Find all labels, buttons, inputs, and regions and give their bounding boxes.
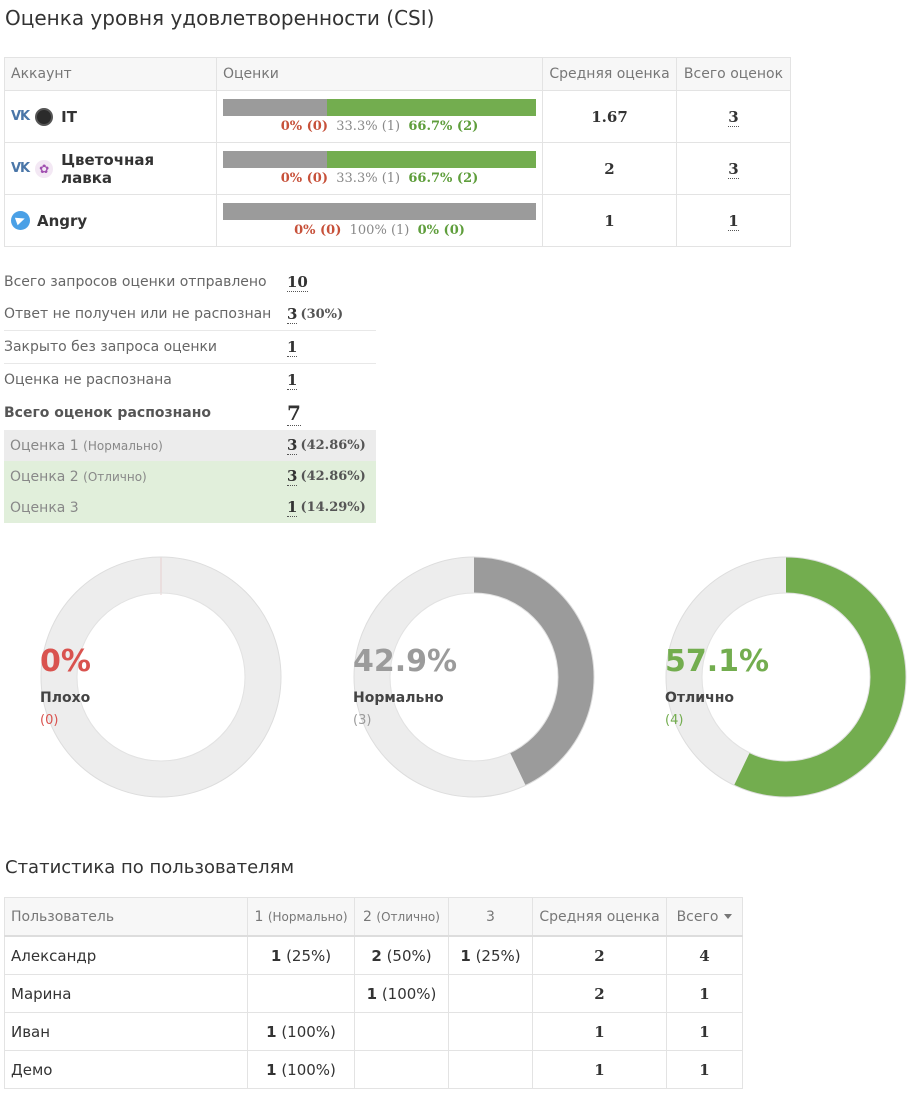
bar-label-bad: 0% (0)	[294, 223, 342, 238]
account-name[interactable]: IT	[61, 107, 77, 126]
users-table: Пользователь 1 (Нормально) 2 (Отлично) 3…	[4, 897, 743, 1089]
bar-segment-good	[327, 151, 536, 168]
header-grade-3: 3	[448, 897, 533, 937]
stats-summary: Всего запросов оценки отправлено 10 Отве…	[4, 266, 376, 523]
dark-circle-avatar-icon	[35, 107, 54, 126]
rating-bar	[223, 151, 536, 168]
total-link[interactable]: 3	[728, 159, 739, 179]
donut-count: (3)	[353, 713, 372, 728]
stat-closed: Закрыто без запроса оценки 1	[4, 331, 376, 364]
stat-no-answer-value[interactable]: 3	[287, 304, 298, 324]
account-name[interactable]: Цветочная лавка	[61, 150, 155, 187]
stat-grade-3: Оценка 3 1 (14.29%)	[4, 492, 376, 523]
average-value: 1.67	[542, 90, 677, 143]
bar-label-bad: 0% (0)	[280, 171, 328, 186]
stat-no-answer: Ответ не получен или не распознан 3 (30%…	[4, 298, 376, 331]
donut-label: Нормально	[353, 690, 444, 706]
table-row: Иван 1 (100%) 1 1	[4, 1012, 743, 1051]
bar-segment-normal	[223, 99, 328, 116]
rating-bar	[223, 203, 536, 220]
bar-segment-good	[327, 99, 536, 116]
header-total-sort[interactable]: Всего	[666, 897, 743, 937]
account-row: Angry 0% (0) 100% (1) 0% (0) 1 1	[4, 194, 791, 247]
header-average: Средняя оценка	[542, 57, 677, 91]
donut-label: Отлично	[665, 690, 734, 706]
header-total: Всего оценок	[676, 57, 791, 91]
flower-avatar-icon: ✿	[35, 159, 54, 178]
header-grade-1: 1 (Нормально)	[247, 897, 355, 937]
account-row: VK ✿ Цветочная лавка 0% (0) 33.3% (1) 66…	[4, 142, 791, 195]
stat-closed-value[interactable]: 1	[287, 337, 298, 357]
stat-total-value[interactable]: 7	[287, 400, 301, 426]
table-row: Александр 1 (25%) 2 (50%) 1 (25%) 2 4	[4, 935, 743, 975]
bar-label-good: 66.7% (2)	[408, 119, 479, 134]
stat-total: Всего оценок распознано 7	[4, 400, 301, 426]
sort-desc-icon	[724, 914, 733, 919]
stat-unrecognized: Оценка не распознана 1	[4, 370, 298, 390]
users-section-title: Статистика по пользователям	[5, 857, 295, 878]
donut-percent: 0%	[40, 644, 91, 679]
total-link[interactable]: 3	[728, 107, 739, 127]
donut-percent: 57.1%	[665, 644, 770, 679]
rating-bar	[223, 99, 536, 116]
stat-grade-2: Оценка 2 (Отлично) 3 (42.86%)	[4, 461, 376, 492]
grade-1-value[interactable]: 3	[287, 436, 298, 455]
header-average: Средняя оценка	[532, 897, 667, 937]
bar-label-normal: 33.3% (1)	[336, 119, 401, 134]
bar-segment-normal	[223, 151, 328, 168]
stat-unrecognized-value[interactable]: 1	[287, 370, 298, 390]
grade-3-value[interactable]: 1	[287, 498, 298, 517]
donut-bad: 0% Плохо (0)	[40, 556, 282, 798]
table-row: Демо 1 (100%) 1 1	[4, 1050, 743, 1089]
donut-count: (4)	[665, 713, 684, 728]
bar-label-good: 66.7% (2)	[408, 171, 479, 186]
vk-icon: VK	[11, 109, 30, 124]
donut-excellent: 57.1% Отлично (4)	[665, 556, 907, 798]
donut-percent: 42.9%	[353, 644, 458, 679]
total-link[interactable]: 1	[728, 211, 739, 231]
donut-normal: 42.9% Нормально (3)	[353, 556, 595, 798]
bar-label-normal: 33.3% (1)	[336, 171, 401, 186]
header-ratings: Оценки	[216, 57, 543, 91]
header-user: Пользователь	[4, 897, 248, 937]
stat-grade-1: Оценка 1 (Нормально) 3 (42.86%)	[4, 430, 376, 461]
bar-label-bad: 0% (0)	[280, 119, 328, 134]
average-value: 1	[542, 194, 677, 247]
vk-icon: VK	[11, 161, 30, 176]
page-title: Оценка уровня удовлетворенности (CSI)	[5, 6, 435, 30]
grade-2-value[interactable]: 3	[287, 467, 298, 486]
average-value: 2	[542, 142, 677, 195]
accounts-table: Аккаунт Оценки Средняя оценка Всего оцен…	[4, 57, 791, 247]
bar-label-good: 0% (0)	[417, 223, 465, 238]
telegram-icon	[11, 211, 30, 230]
header-grade-2: 2 (Отлично)	[354, 897, 449, 937]
table-row: Марина 1 (100%) 2 1	[4, 974, 743, 1013]
account-name[interactable]: Angry	[37, 211, 88, 230]
donut-count: (0)	[40, 713, 59, 728]
stat-sent: Всего запросов оценки отправлено 10	[4, 272, 308, 292]
header-account: Аккаунт	[4, 57, 217, 91]
bar-segment-normal	[223, 203, 536, 220]
stat-sent-value[interactable]: 10	[287, 272, 308, 292]
donut-label: Плохо	[40, 690, 91, 706]
account-row: VK IT 0% (0) 33.3% (1) 66.7% (2) 1.67 3	[4, 90, 791, 143]
bar-label-normal: 100% (1)	[349, 223, 410, 238]
